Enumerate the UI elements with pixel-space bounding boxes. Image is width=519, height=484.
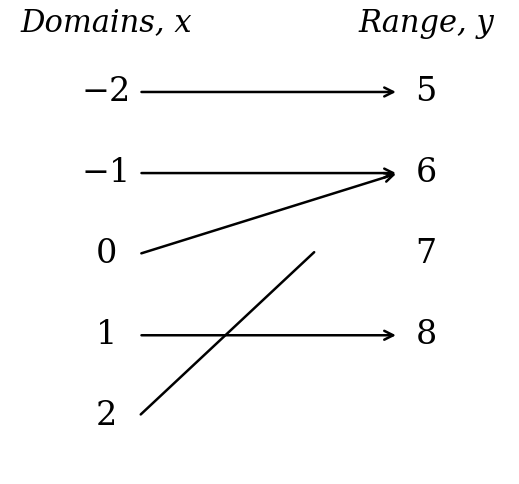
Text: 8: 8 xyxy=(416,319,437,351)
Text: −1: −1 xyxy=(81,157,131,189)
Text: 6: 6 xyxy=(416,157,437,189)
Text: 5: 5 xyxy=(416,76,437,108)
Text: 1: 1 xyxy=(95,319,117,351)
Text: Range, y: Range, y xyxy=(358,8,494,39)
Text: −2: −2 xyxy=(81,76,131,108)
Text: 0: 0 xyxy=(95,238,117,270)
Text: 2: 2 xyxy=(95,400,117,432)
Text: Domains, x: Domains, x xyxy=(20,8,192,39)
Text: 7: 7 xyxy=(416,238,437,270)
